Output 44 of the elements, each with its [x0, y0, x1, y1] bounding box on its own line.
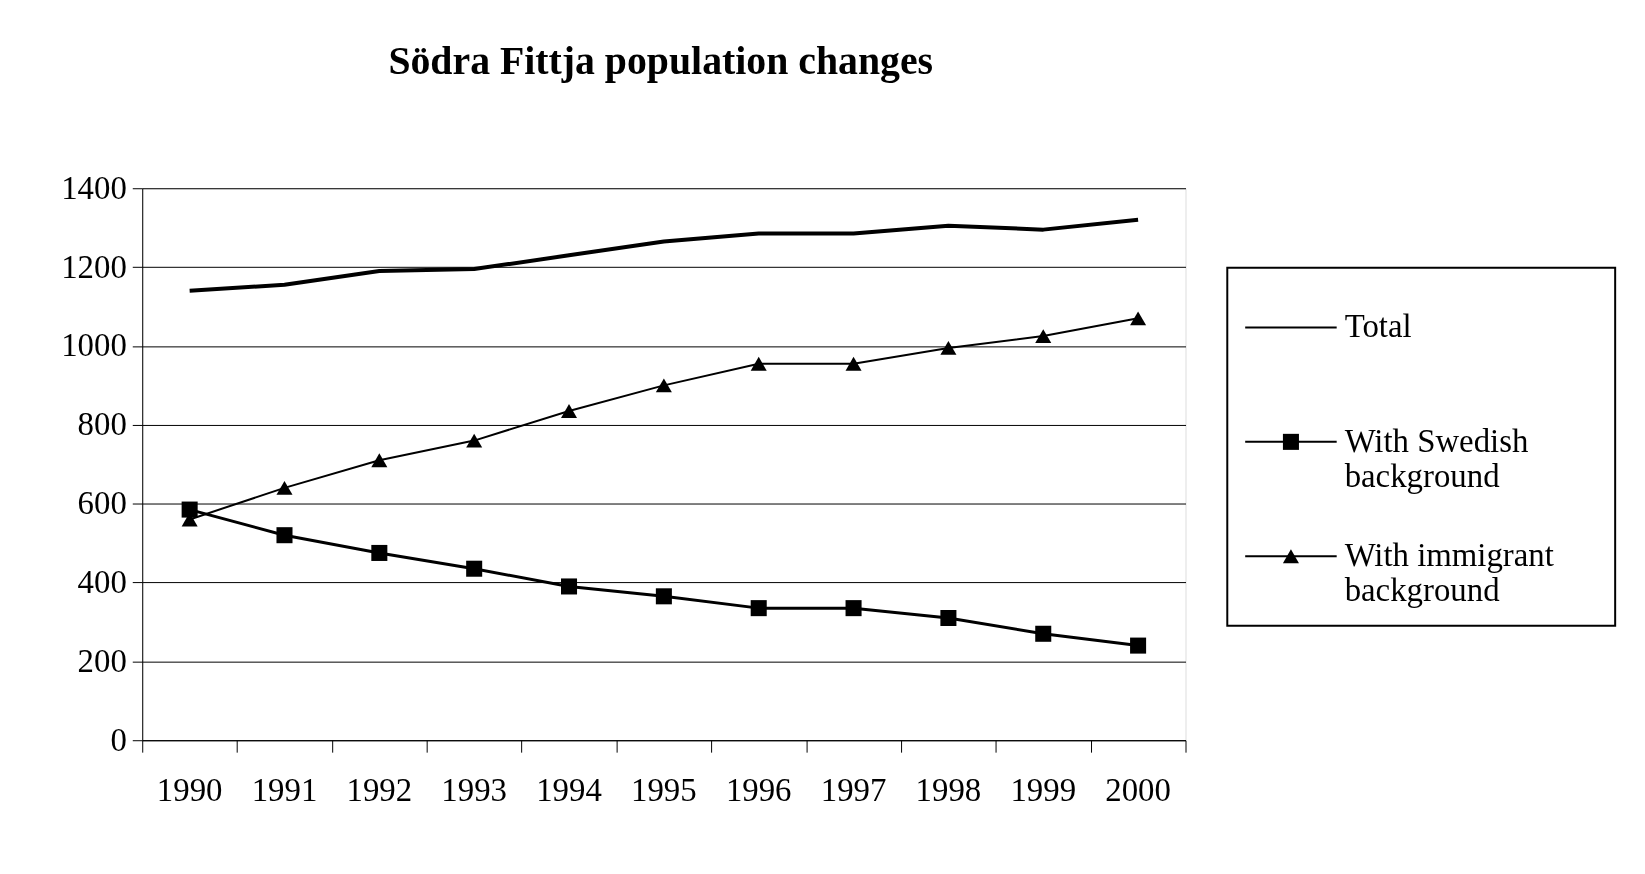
y-tick-label: 0: [110, 721, 127, 758]
point: [371, 453, 388, 468]
legend-label: With Swedish background: [1344, 422, 1529, 494]
x-tick-label: 1996: [725, 771, 792, 808]
point: [561, 404, 578, 418]
point: [655, 588, 672, 605]
point: [1035, 329, 1052, 344]
point: [750, 356, 767, 371]
x-tick-label: 1993: [441, 771, 507, 808]
y-tick-label: 400: [77, 563, 127, 600]
x-tick-label: 1997: [820, 771, 887, 808]
legend-label: With immigrant background: [1344, 537, 1554, 608]
point: [466, 433, 483, 448]
chart-title: Södra Fittja population changes: [388, 39, 934, 84]
y-tick-label: 600: [77, 485, 127, 522]
y-tick-label: 1200: [61, 248, 127, 285]
x-tick-label: 1991: [251, 771, 318, 808]
point: [276, 527, 293, 544]
x-tick-label: 1995: [631, 771, 697, 808]
point: [940, 609, 957, 627]
y-tick-label: 200: [77, 642, 127, 679]
point: [750, 600, 767, 617]
x-tick-label: 1998: [915, 771, 982, 808]
legend-label: Total: [1344, 308, 1412, 345]
y-tick-label: 1400: [61, 169, 127, 206]
y-tick-label: 800: [77, 406, 127, 443]
point: [371, 544, 388, 561]
point: [940, 340, 957, 355]
point: [276, 480, 293, 495]
point: [1035, 625, 1052, 642]
point: [845, 600, 862, 617]
x-tick-label: 1992: [346, 771, 413, 808]
point: [181, 501, 198, 518]
x-tick-label: 2000: [1105, 771, 1171, 808]
point: [561, 578, 578, 595]
point: [466, 560, 483, 577]
point: [845, 356, 862, 371]
point: [655, 378, 672, 393]
y-tick-label: 1000: [61, 327, 127, 364]
x-tick-label: 1994: [536, 771, 602, 808]
point: [1130, 311, 1147, 326]
point: [1130, 637, 1147, 654]
x-tick-label: 1990: [156, 771, 223, 808]
x-tick-label: 1999: [1010, 771, 1077, 808]
